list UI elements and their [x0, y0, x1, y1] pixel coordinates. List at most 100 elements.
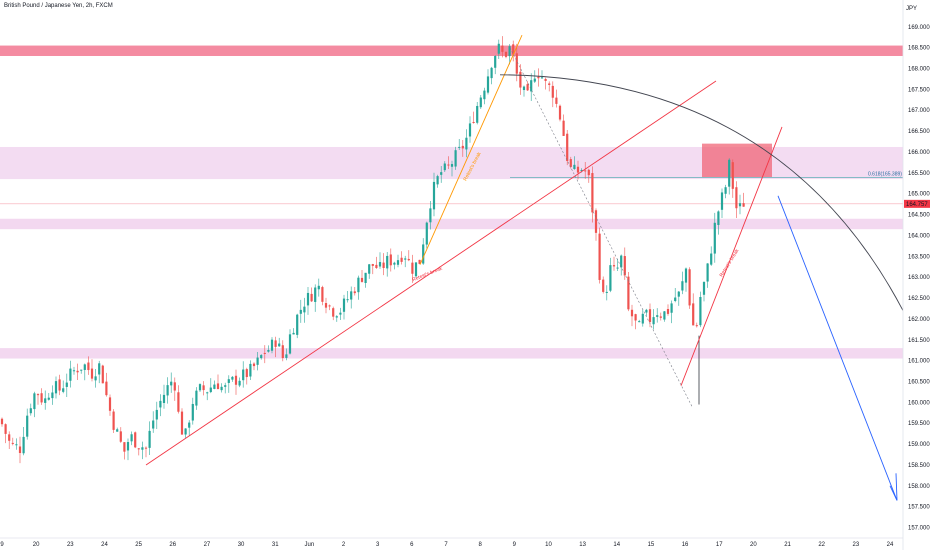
candle-body [411, 262, 414, 274]
candle-body [368, 264, 371, 274]
x-tick-label: 13 [579, 542, 586, 548]
candle-body [141, 447, 144, 450]
candle-body [40, 393, 43, 403]
candle-body [209, 387, 212, 393]
candle-body [465, 137, 468, 150]
candle-body [710, 253, 713, 265]
last-price-label: 164.757 [906, 202, 928, 208]
candle-body [684, 268, 688, 283]
candle-body [296, 314, 299, 335]
candle-body [468, 123, 472, 137]
y-tick-label: 160.500 [908, 380, 930, 386]
candle-body [105, 381, 108, 396]
candle-body [4, 424, 7, 434]
candle-body [591, 173, 594, 213]
y-tick-label: 158.500 [908, 463, 930, 469]
y-tick-label: 159.000 [908, 442, 930, 448]
candle-body [119, 431, 122, 442]
candle-body [476, 105, 479, 123]
candle-body [159, 400, 162, 408]
candle-body [267, 349, 270, 352]
candle-body [144, 447, 148, 449]
candle-body [166, 385, 169, 396]
candle-body [126, 442, 130, 451]
candle-body [483, 90, 486, 100]
x-tick-label: 31 [272, 542, 279, 548]
candle-body [728, 159, 731, 187]
candle-body [386, 255, 389, 269]
candle-body [447, 164, 450, 166]
x-tick-label: 2 [342, 542, 346, 548]
x-tick-label: 6 [410, 542, 414, 548]
candle-body [206, 392, 209, 394]
x-tick-label: 15 [648, 542, 655, 548]
last-price-badge [904, 199, 930, 208]
candle-body [724, 187, 727, 194]
y-tick-label: 158.000 [908, 484, 930, 490]
candle-body [44, 398, 47, 403]
candle-body [310, 293, 313, 302]
candle-body [659, 316, 662, 318]
main-uptrend-line [145, 80, 717, 466]
candle-body [692, 303, 695, 326]
candle-body [357, 277, 360, 293]
y-tick-label: 163.500 [908, 254, 930, 260]
candle-body [263, 352, 266, 354]
candle-body [526, 84, 529, 91]
candle-body [530, 80, 533, 92]
orange-trend-line [419, 34, 523, 265]
fib-label: 0.618(165.389) [868, 171, 902, 177]
candle-body [47, 397, 50, 400]
candle-body [494, 56, 497, 68]
candle-body [155, 409, 158, 420]
candle-body [594, 210, 598, 233]
candle-body [15, 444, 18, 446]
candle-body [630, 309, 634, 317]
candle-body [224, 385, 227, 387]
candle-body [396, 260, 400, 265]
candle-body [706, 263, 709, 282]
x-tick-label: 9 [513, 542, 517, 548]
x-tick-label: 7 [444, 542, 448, 548]
y-tick-label: 157.000 [908, 526, 930, 532]
x-tick-label: 30 [238, 542, 245, 548]
candle-body [364, 272, 367, 284]
candle-body [252, 363, 256, 367]
candle-body [569, 159, 572, 167]
y-tick-label: 160.000 [908, 400, 930, 406]
x-tick-label: 16 [682, 542, 689, 548]
candle-body [137, 448, 140, 450]
resistance-box [702, 143, 772, 178]
candle-body [350, 291, 353, 300]
candle-body [688, 269, 691, 306]
candle-body [281, 345, 284, 359]
candle-body [393, 262, 396, 265]
candle-body [130, 434, 133, 442]
candle-body [627, 276, 630, 310]
candle-body [738, 203, 742, 207]
candle-body [184, 428, 187, 435]
candle-body [242, 369, 245, 381]
y-tick-label: 167.000 [908, 108, 930, 114]
candle-body [681, 281, 684, 291]
candle-body [324, 303, 328, 308]
x-tick-label: 21 [784, 542, 791, 548]
candle-body [101, 365, 104, 384]
candle-body [234, 375, 238, 385]
x-tick-label: 20 [750, 542, 757, 548]
candle-body [576, 166, 580, 173]
candle-body [566, 133, 569, 161]
candle-body [177, 392, 180, 412]
candle-body [33, 393, 36, 410]
x-tick-label: 23 [67, 542, 74, 548]
candle-body [285, 354, 288, 358]
candle-body [702, 282, 706, 295]
candle-body [742, 203, 745, 207]
candle-body [72, 370, 76, 372]
candle-body [213, 384, 216, 389]
candle-body [292, 332, 295, 335]
candle-body [62, 388, 65, 392]
y-tick-label: 157.500 [908, 505, 930, 511]
candle-body [152, 420, 155, 429]
